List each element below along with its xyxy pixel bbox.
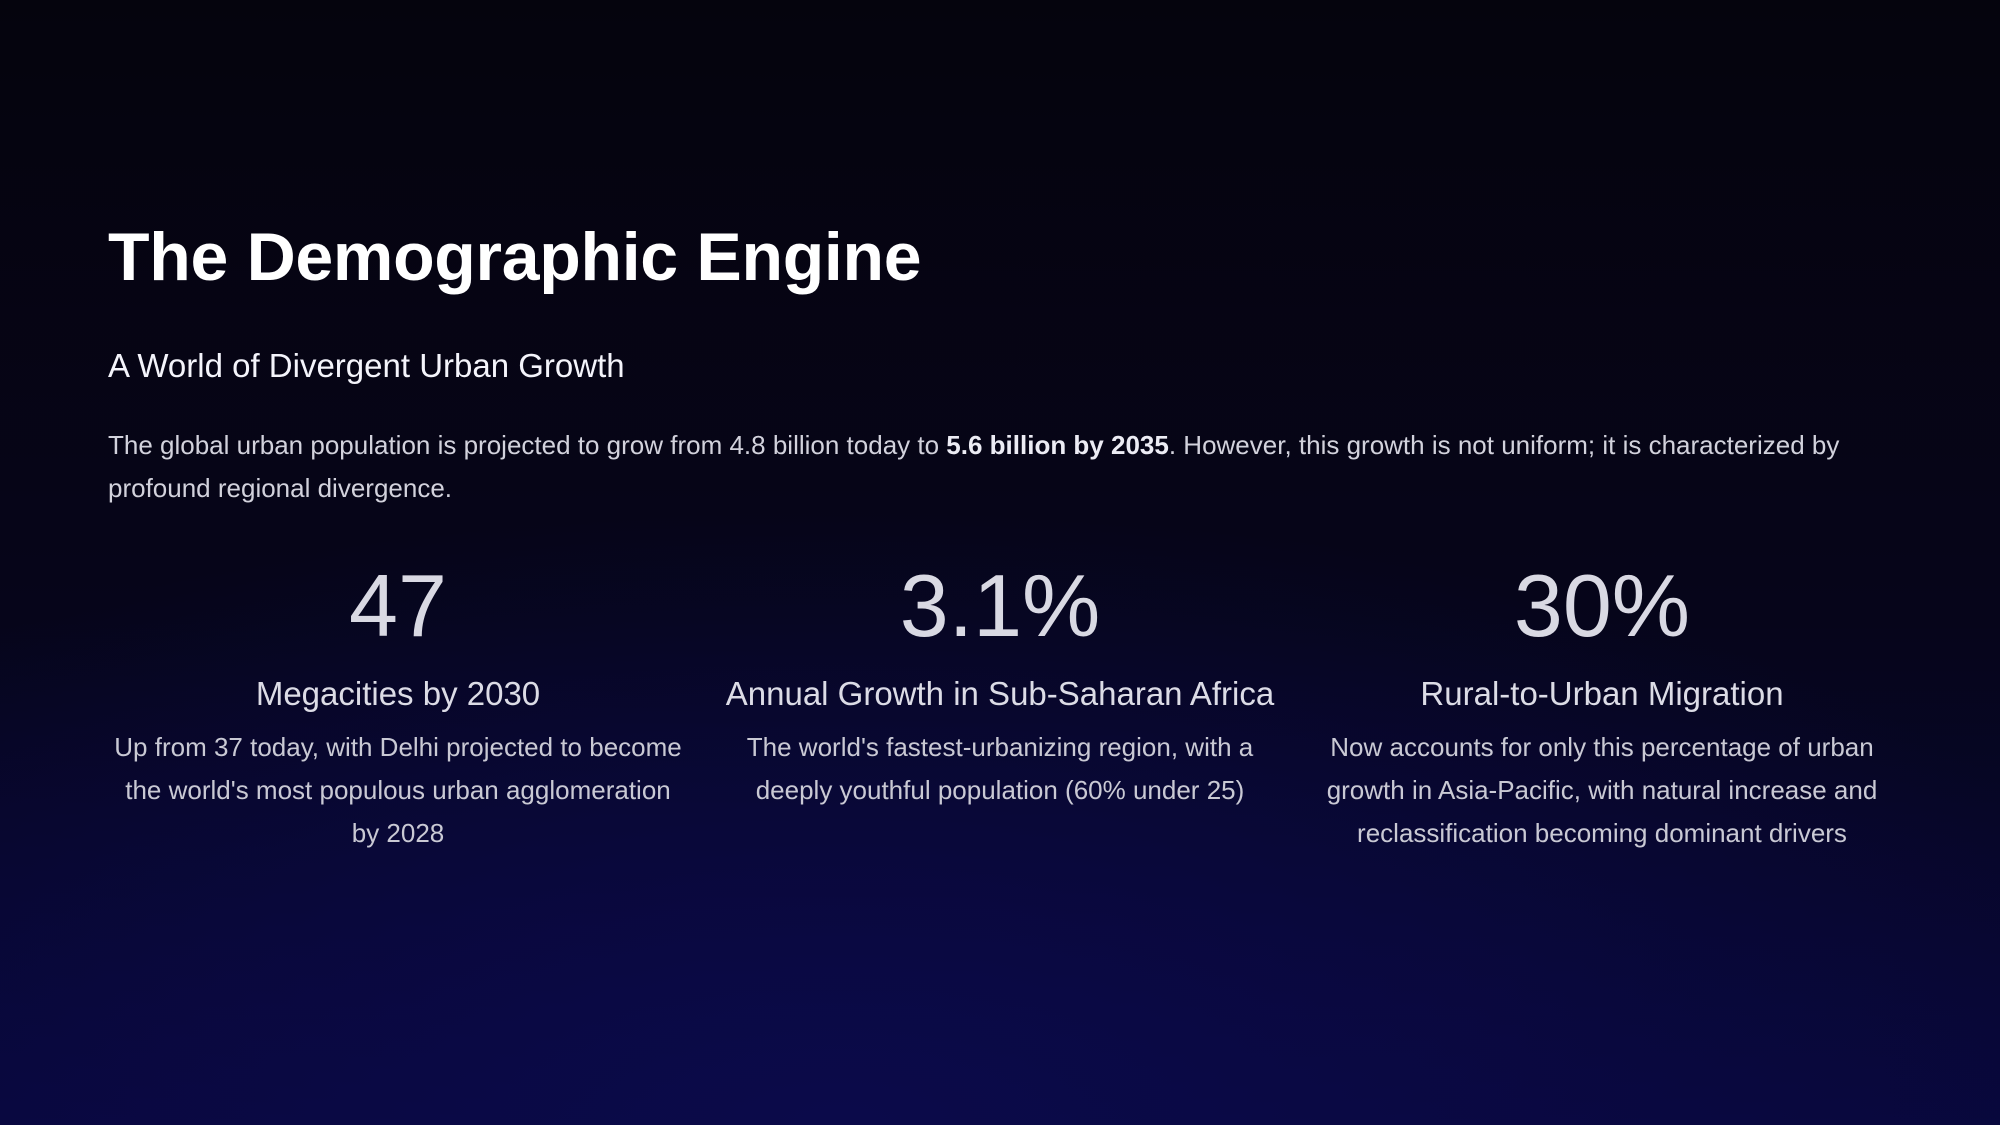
stat-label: Annual Growth in Sub-Saharan Africa bbox=[725, 675, 1275, 712]
intro-highlight: 5.6 billion by 2035 bbox=[946, 430, 1169, 460]
slide-subtitle: A World of Divergent Urban Growth bbox=[108, 347, 625, 384]
intro-text-after: . However, this growth is not uniform; i… bbox=[108, 430, 1840, 503]
intro-text-before: The global urban population is projected… bbox=[108, 430, 947, 460]
intro-paragraph: The global urban population is projected… bbox=[108, 424, 1892, 510]
stat-description: The world's fastest-urbanizing region, w… bbox=[746, 732, 1254, 805]
stat-value: 30% bbox=[1513, 556, 1691, 655]
stat-description: Up from 37 today, with Delhi projected t… bbox=[114, 732, 682, 848]
stat-value: 47 bbox=[349, 556, 447, 655]
stat-africa-growth: 3.1% Annual Growth in Sub-Saharan Africa… bbox=[710, 552, 1290, 855]
stat-migration: 30% Rural-to-Urban Migration Now account… bbox=[1312, 552, 1892, 855]
stat-label: Rural-to-Urban Migration bbox=[1420, 675, 1784, 712]
slide: The Demographic Engine A World of Diverg… bbox=[108, 210, 1892, 848]
stat-value: 3.1% bbox=[899, 556, 1101, 655]
stat-megacities: 47 Megacities by 2030 Up from 37 today, … bbox=[108, 552, 688, 855]
stats-row: 47 Megacities by 2030 Up from 37 today, … bbox=[108, 552, 1892, 855]
slide-title: The Demographic Engine bbox=[108, 219, 922, 295]
stat-description: Now accounts for only this percentage of… bbox=[1326, 732, 1878, 848]
stat-label: Megacities by 2030 bbox=[255, 675, 541, 712]
